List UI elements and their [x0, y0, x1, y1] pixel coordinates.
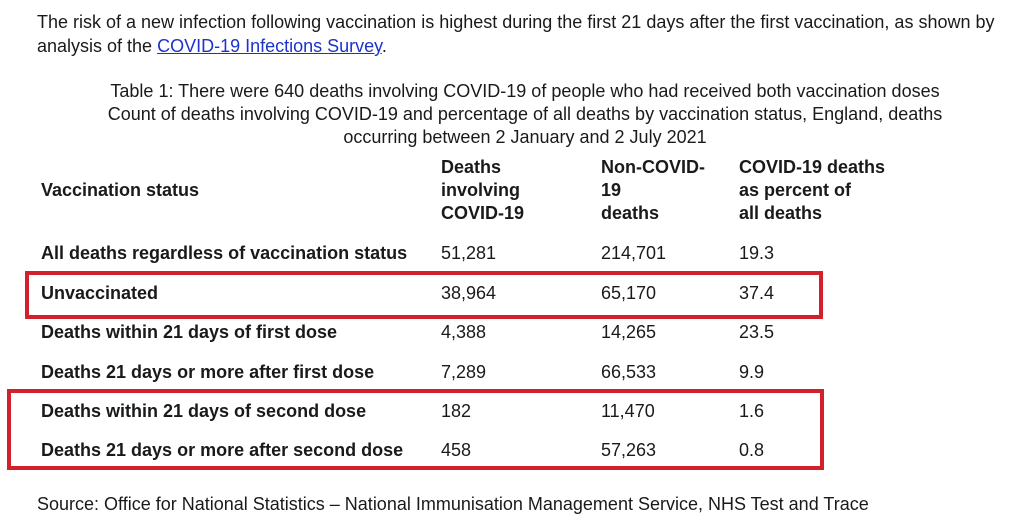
table-row: Deaths 21 days or more after second dose… [0, 438, 1032, 462]
intro-text-end: . [381, 36, 387, 56]
row-label: Deaths 21 days or more after second dose [41, 440, 404, 460]
header-non-covid-line: Non-COVID- [601, 157, 705, 177]
header-deaths-covid-line: Deaths [441, 157, 502, 177]
header-deaths-covid-line: COVID-19 [441, 203, 525, 223]
intro-paragraph: The risk of a new infection following va… [37, 10, 997, 58]
cell-percent: 37.4 [739, 283, 775, 303]
header-percent: COVID-19 deaths as percent of all deaths [739, 156, 885, 225]
header-percent-line: all deaths [739, 203, 823, 223]
table-row: Deaths within 21 days of first dose 4,38… [0, 320, 1032, 344]
source-note: Source: Office for National Statistics –… [37, 494, 869, 514]
cell-non-covid: 65,170 [601, 283, 657, 303]
table-row: All deaths regardless of vaccination sta… [0, 241, 1032, 265]
cell-percent: 9.9 [739, 362, 765, 382]
cell-deaths-covid: 38,964 [441, 283, 497, 303]
header-non-covid: Non-COVID- 19 deaths [601, 156, 705, 225]
cell-non-covid: 14,265 [601, 322, 657, 342]
caption-line-2: Count of deaths involving COVID-19 and p… [107, 104, 943, 124]
cell-non-covid: 57,263 [601, 440, 657, 460]
cell-percent: 0.8 [739, 440, 765, 460]
cell-deaths-covid: 458 [441, 440, 472, 460]
caption-line-1: Table 1: There were 640 deaths involving… [110, 81, 940, 101]
header-percent-line: as percent of [739, 180, 852, 200]
header-vaccination-status: Vaccination status [41, 180, 200, 200]
header-percent-line: COVID-19 deaths [739, 157, 886, 177]
table-caption: Table 1: There were 640 deaths involving… [60, 80, 990, 149]
cell-deaths-covid: 182 [441, 401, 472, 421]
table-row: Deaths 21 days or more after first dose … [0, 360, 1032, 384]
intro-text: The risk of a new infection following va… [37, 12, 995, 56]
highlight-box-second-dose [7, 389, 824, 470]
row-label: Deaths within 21 days of second dose [41, 401, 367, 421]
row-label: Deaths within 21 days of first dose [41, 322, 338, 342]
table-row: Unvaccinated 38,964 65,170 37.4 [0, 281, 1032, 305]
cell-deaths-covid: 51,281 [441, 243, 497, 263]
cell-deaths-covid: 4,388 [441, 322, 487, 342]
header-non-covid-line: 19 [601, 180, 622, 200]
cell-non-covid: 66,533 [601, 362, 657, 382]
cell-percent: 1.6 [739, 401, 765, 421]
row-label: Unvaccinated [41, 283, 159, 303]
covid-infections-survey-link[interactable]: COVID-19 Infections Survey [157, 36, 382, 56]
header-non-covid-line: deaths [601, 203, 660, 223]
cell-deaths-covid: 7,289 [441, 362, 487, 382]
table-row: Deaths within 21 days of second dose 182… [0, 399, 1032, 423]
header-deaths-covid-line: involving [441, 180, 521, 200]
highlight-box-unvaccinated [25, 271, 823, 319]
caption-line-3: occurring between 2 January and 2 July 2… [343, 127, 707, 147]
cell-percent: 23.5 [739, 322, 775, 342]
cell-percent: 19.3 [739, 243, 775, 263]
row-label: Deaths 21 days or more after first dose [41, 362, 375, 382]
cell-non-covid: 214,701 [601, 243, 667, 263]
cell-non-covid: 11,470 [601, 401, 655, 421]
row-label: All deaths regardless of vaccination sta… [41, 243, 408, 263]
header-deaths-covid: Deaths involving COVID-19 [441, 156, 524, 225]
